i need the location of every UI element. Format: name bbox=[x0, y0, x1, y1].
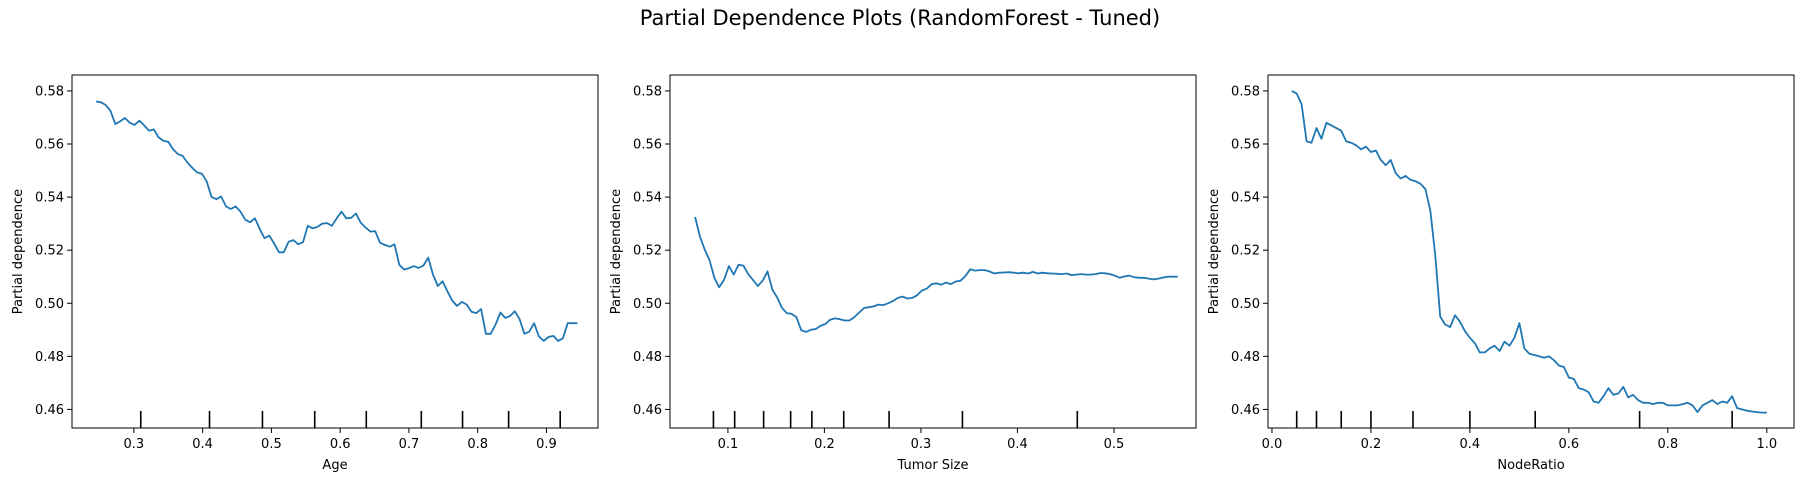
x-tick-label: 0.5 bbox=[261, 437, 282, 452]
plot-tumor-size: 0.1 0.2 0.3 0.4 0.5 0.46 0.48 0.50 0.52 0.54 0.56 0… bbox=[609, 74, 1197, 473]
y-tick-label: 0.58 bbox=[1231, 84, 1260, 99]
y-tick-label: 0.58 bbox=[35, 84, 64, 99]
y-tick-label: 0.54 bbox=[35, 191, 64, 206]
x-tick-label: 1.0 bbox=[1756, 437, 1777, 452]
plot-age: 0.3 0.4 0.5 0.6 0.7 0.8 0.9 0.46 0.48 0.50 0.52 0.5… bbox=[11, 74, 599, 473]
x-tick-label: 0.8 bbox=[467, 437, 488, 452]
y-tick-label: 0.54 bbox=[633, 191, 662, 206]
y-tick-label: 0.48 bbox=[633, 350, 662, 365]
plot-frame bbox=[71, 74, 599, 429]
y-tick-label: 0.56 bbox=[1231, 138, 1260, 153]
x-axis-label: NodeRatio bbox=[1497, 458, 1564, 473]
x-tick-label: 0.8 bbox=[1657, 437, 1678, 452]
x-tick-label: 0.2 bbox=[1361, 437, 1382, 452]
series-line bbox=[694, 216, 1178, 333]
x-tick-label: 0.1 bbox=[718, 437, 739, 452]
x-tick-label: 0.3 bbox=[124, 437, 145, 452]
series-line bbox=[95, 100, 578, 342]
figure-title: Partial Dependence Plots (RandomForest -… bbox=[639, 6, 1161, 30]
plot-node-ratio: 0.0 0.2 0.4 0.6 0.8 1.0 0.46 0.48 0.50 0.52 0.54 0.… bbox=[1207, 74, 1795, 473]
y-tick-label: 0.52 bbox=[633, 244, 662, 259]
x-tick-label: 0.7 bbox=[399, 437, 420, 452]
y-tick-label: 0.56 bbox=[633, 138, 662, 153]
x-tick-label: 0.4 bbox=[192, 437, 213, 452]
y-tick-label: 0.50 bbox=[35, 297, 64, 312]
x-tick-label: 0.9 bbox=[536, 437, 557, 452]
y-tick-label: 0.56 bbox=[35, 138, 64, 153]
x-tick-label: 0.2 bbox=[814, 437, 835, 452]
y-tick-label: 0.58 bbox=[633, 84, 662, 99]
plot-frame bbox=[669, 74, 1197, 429]
y-axis-label: Partial dependence bbox=[609, 189, 624, 314]
y-tick-label: 0.52 bbox=[1231, 244, 1260, 259]
y-tick-label: 0.50 bbox=[633, 297, 662, 312]
y-tick-label: 0.52 bbox=[35, 244, 64, 259]
y-tick-label: 0.46 bbox=[35, 403, 64, 418]
y-axis-label: Partial dependence bbox=[1207, 189, 1222, 314]
y-tick-label: 0.54 bbox=[1231, 191, 1260, 206]
y-tick-label: 0.46 bbox=[1231, 403, 1260, 418]
plot-frame bbox=[1267, 74, 1795, 429]
x-tick-label: 0.6 bbox=[1559, 437, 1580, 452]
series-line bbox=[1291, 90, 1767, 414]
x-tick-label: 0.4 bbox=[1460, 437, 1481, 452]
y-tick-label: 0.50 bbox=[1231, 297, 1260, 312]
x-tick-label: 0.5 bbox=[1104, 437, 1125, 452]
y-tick-label: 0.48 bbox=[35, 350, 64, 365]
x-axis-label: Tumor Size bbox=[897, 458, 969, 473]
x-tick-label: 0.6 bbox=[330, 437, 351, 452]
y-tick-label: 0.46 bbox=[633, 403, 662, 418]
x-axis-label: Age bbox=[322, 458, 347, 473]
x-tick-label: 0.0 bbox=[1262, 437, 1283, 452]
y-axis-label: Partial dependence bbox=[11, 189, 26, 314]
x-tick-label: 0.4 bbox=[1007, 437, 1028, 452]
y-tick-label: 0.48 bbox=[1231, 350, 1260, 365]
x-tick-label: 0.3 bbox=[911, 437, 932, 452]
